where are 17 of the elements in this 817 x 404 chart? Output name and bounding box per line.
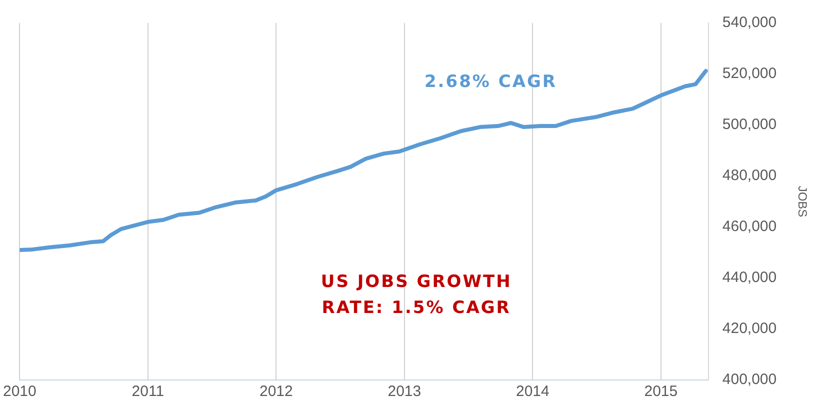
y-tick-label: 480,000	[722, 167, 777, 184]
annotation: US JOBS GROWTH RATE: 1.5% CAGR	[320, 271, 513, 320]
y-axis-title: JOBS	[795, 186, 810, 218]
x-tick-label: 2013	[388, 383, 422, 400]
x-tick-label: 2012	[259, 383, 293, 400]
y-tick-label: 540,000	[722, 14, 777, 32]
y-tick-label: 420,000	[722, 320, 777, 338]
x-tick-label: 2010	[2, 383, 36, 400]
x-tick-label: 2014	[516, 383, 550, 400]
x-tick-label: 2011	[132, 383, 164, 400]
y-tick-label: 500,000	[722, 116, 777, 134]
y-tick-label: 440,000	[722, 269, 777, 286]
y-tick-label: 520,000	[722, 65, 777, 82]
annotation: 2.68% CAGR	[423, 71, 558, 94]
y-tick-label: 460,000	[722, 218, 777, 236]
x-tick-label: 2015	[644, 383, 678, 400]
y-tick-label: 400,000	[722, 371, 777, 388]
